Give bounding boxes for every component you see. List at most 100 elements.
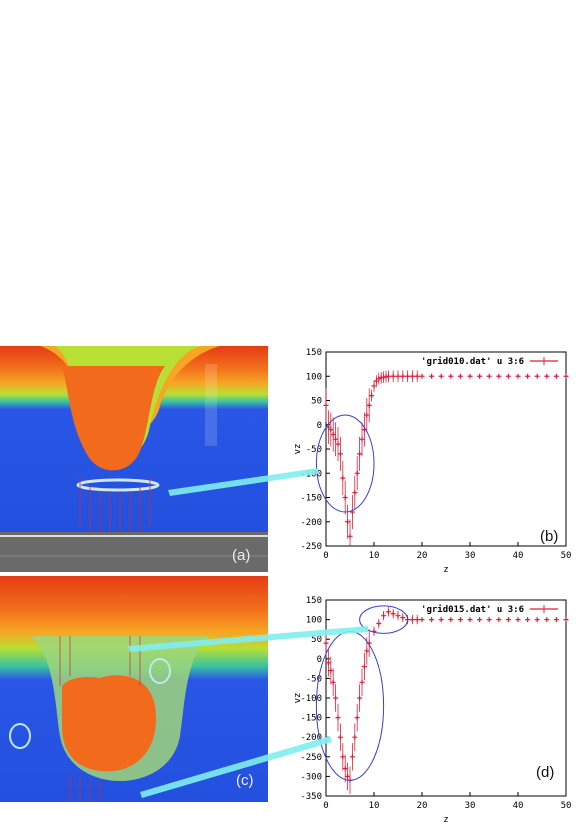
simulation-image-c [0,576,268,802]
data-point [525,617,531,623]
x-tick-label: 30 [465,551,476,561]
data-point [400,370,406,383]
data-point [357,684,363,712]
data-point [330,668,336,697]
y-tick-label: -300 [300,772,322,782]
y-tick-label: -250 [300,542,322,552]
data-point [448,617,454,623]
x-axis-label: z [443,565,448,575]
data-point [515,617,521,623]
data-point [405,370,411,383]
y-tick-label: 100 [306,616,322,626]
data-point [400,612,406,623]
panel-label-c: (c) [236,772,254,789]
data-point [477,373,483,379]
data-point [429,373,435,379]
data-point [448,373,454,379]
data-point [553,617,559,623]
data-point [385,607,391,617]
data-point [371,380,377,392]
data-point [335,427,341,462]
data-point [381,610,387,621]
x-axis-label: z [443,815,448,824]
data-point [414,370,420,383]
y-tick-label: 150 [306,348,322,358]
y-axis-label: vz [293,693,303,704]
data-point [357,436,363,471]
data-point [486,373,492,379]
legend-marker [540,357,548,365]
x-tick-label: 20 [417,551,428,561]
data-point [390,609,396,619]
data-point [477,617,483,623]
data-point [337,723,343,751]
data-point [337,436,343,471]
y-tick-label: -200 [300,518,322,528]
data-point [328,412,334,447]
x-tick-label: 10 [369,551,380,561]
x-tick-label: 50 [561,801,572,811]
legend-marker [540,605,548,613]
data-point [340,743,346,771]
y-tick-label: -100 [300,469,322,479]
x-tick-label: 10 [369,801,380,811]
y-tick-label: 50 [311,397,322,407]
highlight-ellipse [315,414,375,513]
y-tick-label: 0 [317,655,322,665]
panel-label-d: (d) [536,764,555,781]
legend-label: 'grid015.dat' u 3:6 [421,604,524,615]
simulation-panel-c: (c) [0,576,268,802]
data-point [563,617,569,623]
data-point [349,495,355,530]
data-point [563,373,569,379]
x-tick-label: 0 [323,551,328,561]
y-tick-label: -150 [300,494,322,504]
data-point [325,649,331,677]
y-tick-label: -100 [300,694,322,704]
plot-b: 150 100 50 0 -50 -100 -150 -200 -250 0 10 20 30 40 50 z… [290,342,582,576]
data-point [414,614,420,625]
data-point [333,422,339,457]
data-point [335,703,341,732]
data-point [496,617,502,623]
data-point [385,370,391,383]
data-point [354,456,360,491]
x-tick-label: 20 [417,801,428,811]
data-point [376,372,382,385]
data-point [553,373,559,379]
x-tick-label: 40 [513,801,524,811]
data-point [361,652,367,681]
y-tick-label: -50 [306,445,322,455]
y-tick-label: 150 [306,596,322,606]
data-point [525,373,531,379]
data-point [349,743,355,771]
density-legend-a [205,364,217,446]
data-point [467,373,473,379]
data-point [352,723,358,751]
data-point [359,422,365,457]
plot-d: 150 100 50 0 -50 -100 -150 -200 -250 -300 -350 0 10 2… [290,590,582,825]
data-point [352,475,358,510]
data-point [457,373,463,379]
data-point [395,370,401,383]
data-point [505,373,511,379]
data-point [409,370,415,383]
y-tick-label: -250 [300,753,322,763]
highlight-ellipse [359,605,409,634]
data-point [364,398,370,433]
data-point [359,668,365,697]
data-point [366,629,372,657]
panel-label-b: (b) [540,528,559,545]
data-point [345,762,351,791]
x-tick-label: 50 [561,551,572,561]
y-tick-label: -150 [300,714,322,724]
simulation-image-a [0,346,268,572]
data-point [505,617,511,623]
data-point [328,656,334,685]
data-point [429,617,435,623]
data-point [419,617,425,623]
data-point [342,480,348,515]
x-tick-label: 40 [513,551,524,561]
